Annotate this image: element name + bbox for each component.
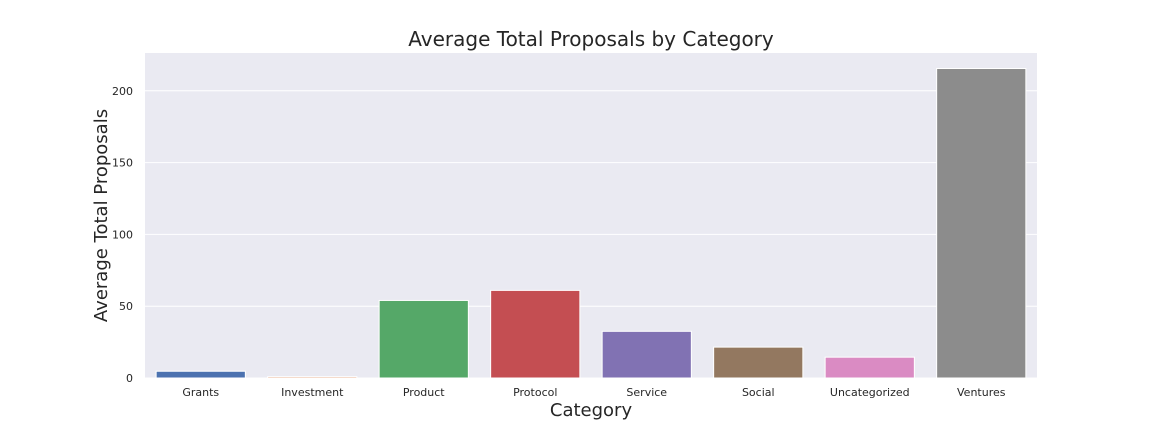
plot-background: [145, 53, 1037, 378]
y-tick-label: 200: [112, 85, 133, 98]
x-axis-ticks: Grants Investment Product Protocol Service So…: [182, 386, 1005, 399]
bars: [155, 68, 1027, 379]
y-tick-label: 100: [112, 228, 133, 241]
y-axis-label: Average Total Proposals: [91, 109, 112, 322]
y-tick-label: 0: [126, 372, 133, 385]
bar-investment: [267, 376, 358, 379]
bar-protocol: [490, 289, 581, 379]
bar-social: [713, 346, 804, 379]
y-axis-ticks: 0 50 100 150 200: [112, 85, 133, 385]
x-tick-label: Social: [742, 386, 775, 399]
x-tick-label: Ventures: [957, 386, 1006, 399]
x-tick-label: Protocol: [513, 386, 557, 399]
x-tick-label: Investment: [281, 386, 344, 399]
bar-product: [378, 299, 469, 379]
x-tick-label: Service: [626, 386, 667, 399]
x-tick-label: Grants: [182, 386, 219, 399]
bar-ventures: [936, 68, 1027, 379]
x-tick-label: Product: [403, 386, 445, 399]
x-axis-label: Category: [550, 400, 633, 421]
bar-grants: [155, 370, 246, 379]
x-tick-label: Uncategorized: [830, 386, 910, 399]
y-tick-label: 50: [119, 300, 133, 313]
chart-title: Average Total Proposals by Category: [408, 27, 774, 51]
y-tick-label: 150: [112, 157, 133, 170]
bar-service: [601, 330, 692, 379]
bar-uncategorized: [824, 356, 915, 379]
